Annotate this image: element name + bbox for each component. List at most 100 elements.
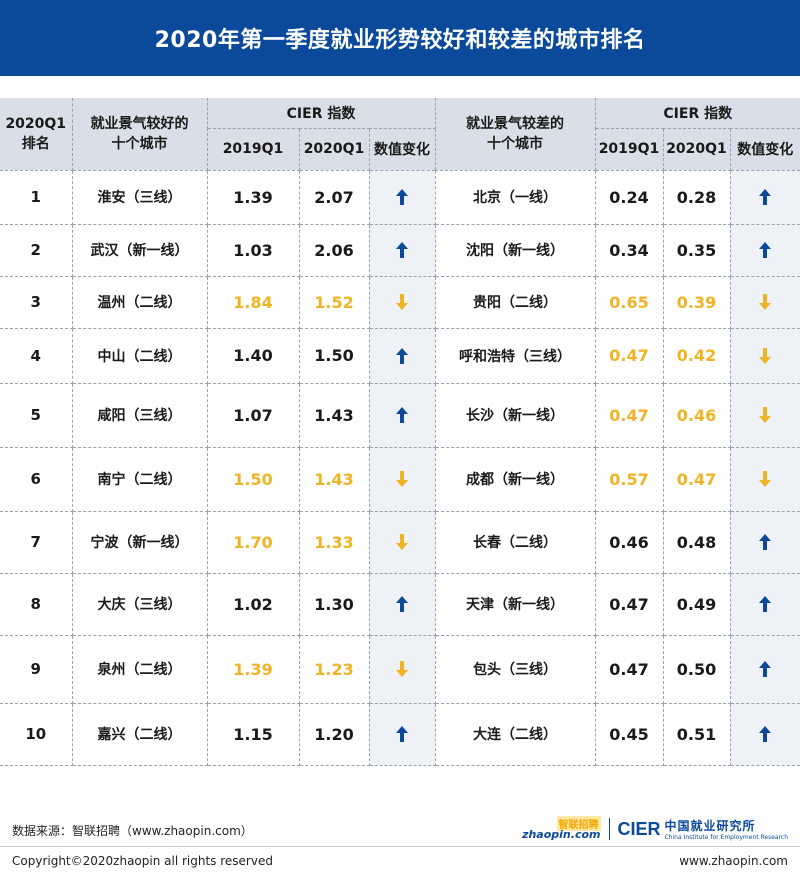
- bad-2019-cell: 0.47: [595, 635, 664, 704]
- arrow-down-icon: [730, 447, 800, 512]
- rank-cell: 3: [0, 276, 73, 329]
- good-2020-cell: 1.20: [299, 703, 370, 766]
- good-city-cell: 中山（二线）: [72, 328, 208, 384]
- table-row: 1 淮安（三线） 1.39 2.07 北京（一线） 0.24 0.28: [0, 170, 800, 225]
- bad-cities-header: 就业景气较差的 十个城市: [435, 98, 596, 171]
- good-2019-cell: 1.40: [207, 328, 300, 384]
- table-row: 10 嘉兴（二线） 1.15 1.20 大连（二线） 0.45 0.51: [0, 703, 800, 766]
- table-row: 6 南宁（二线） 1.50 1.43 成都（新一线） 0.57 0.47: [0, 447, 800, 512]
- good-2019-cell: 1.70: [207, 511, 300, 574]
- city-ranking-table: 2020Q1 排名 就业景气较好的 十个城市 CIER 指数 就业景气较差的 十…: [0, 98, 800, 766]
- site-url: www.zhaopin.com: [679, 854, 788, 868]
- q2020-header-right: 2020Q1: [663, 128, 731, 171]
- bad-city-cell: 成都（新一线）: [435, 447, 596, 512]
- copyright: Copyright©2020zhaopin all rights reserve…: [12, 854, 273, 868]
- bad-city-cell: 天津（新一线）: [435, 573, 596, 636]
- table-row: 7 宁波（新一线） 1.70 1.33 长春（二线） 0.46 0.48: [0, 511, 800, 574]
- logos: 智联招聘 zhaopin.com CIER 中国就业研究所 China Inst…: [522, 816, 789, 842]
- cier-logo: CIER 中国就业研究所 China Institute for Employm…: [617, 817, 789, 842]
- good-2020-cell: 1.43: [299, 447, 370, 512]
- change-header-left: 数值变化: [369, 128, 436, 171]
- rank-cell: 6: [0, 447, 73, 512]
- arrow-down-icon: [730, 328, 800, 384]
- rank-cell: 8: [0, 573, 73, 636]
- good-2020-cell: 1.52: [299, 276, 370, 329]
- bad-2019-cell: 0.47: [595, 383, 664, 448]
- bad-2020-cell: 0.35: [663, 224, 731, 277]
- bad-2019-cell: 0.34: [595, 224, 664, 277]
- cier-index-header-right: CIER 指数: [595, 98, 800, 129]
- good-cities-header-text: 就业景气较好的 十个城市: [90, 115, 189, 152]
- good-2020-cell: 1.50: [299, 328, 370, 384]
- bad-city-cell: 包头（三线）: [435, 635, 596, 704]
- good-2020-cell: 1.30: [299, 573, 370, 636]
- table-row: 4 中山（二线） 1.40 1.50 呼和浩特（三线） 0.47 0.42: [0, 328, 800, 384]
- bad-city-cell: 大连（二线）: [435, 703, 596, 766]
- bad-2019-cell: 0.57: [595, 447, 664, 512]
- bad-2020-cell: 0.50: [663, 635, 731, 704]
- table-row: 2 武汉（新一线） 1.03 2.06 沈阳（新一线） 0.34 0.35: [0, 224, 800, 277]
- q2019-header-right: 2019Q1: [595, 128, 664, 171]
- zhaopin-logo: 智联招聘 zhaopin.com: [522, 816, 601, 842]
- arrow-up-icon: [730, 511, 800, 574]
- bad-2020-cell: 0.28: [663, 170, 731, 225]
- page-title: 2020年第一季度就业形势较好和较差的城市排名: [0, 0, 800, 76]
- good-2019-cell: 1.39: [207, 635, 300, 704]
- arrow-down-icon: [730, 276, 800, 329]
- arrow-up-icon: [730, 573, 800, 636]
- bad-2020-cell: 0.42: [663, 328, 731, 384]
- good-cities-header: 就业景气较好的 十个城市: [72, 98, 208, 171]
- rank-header-text: 2020Q1 排名: [5, 115, 67, 152]
- rank-cell: 2: [0, 224, 73, 277]
- arrow-down-icon: [369, 635, 436, 704]
- table-row: 9 泉州（二线） 1.39 1.23 包头（三线） 0.47 0.50: [0, 635, 800, 704]
- good-2019-cell: 1.02: [207, 573, 300, 636]
- good-2019-cell: 1.07: [207, 383, 300, 448]
- cier-logo-mark: CIER: [617, 818, 661, 839]
- cier-logo-en: China Institute for Employment Research: [664, 834, 788, 841]
- q2020-header-left: 2020Q1: [299, 128, 370, 171]
- zhaopin-logo-en: zhaopin.com: [522, 828, 601, 841]
- arrow-up-icon: [730, 170, 800, 225]
- arrow-down-icon: [369, 447, 436, 512]
- data-source: 数据来源：智联招聘（www.zhaopin.com）: [12, 824, 253, 838]
- table-row: 8 大庆（三线） 1.02 1.30 天津（新一线） 0.47 0.49: [0, 573, 800, 636]
- logo-divider: [608, 818, 610, 840]
- bad-city-cell: 长春（二线）: [435, 511, 596, 574]
- bad-2019-cell: 0.24: [595, 170, 664, 225]
- good-city-cell: 嘉兴（二线）: [72, 703, 208, 766]
- rank-cell: 1: [0, 170, 73, 225]
- arrow-up-icon: [369, 328, 436, 384]
- good-2020-cell: 2.06: [299, 224, 370, 277]
- good-2019-cell: 1.39: [207, 170, 300, 225]
- rank-cell: 7: [0, 511, 73, 574]
- good-city-cell: 温州（二线）: [72, 276, 208, 329]
- rank-header: 2020Q1 排名: [0, 98, 73, 171]
- bad-2019-cell: 0.46: [595, 511, 664, 574]
- bad-2019-cell: 0.47: [595, 573, 664, 636]
- arrow-up-icon: [369, 224, 436, 277]
- bad-2020-cell: 0.48: [663, 511, 731, 574]
- cier-logo-cn: 中国就业研究所: [664, 819, 756, 833]
- good-city-cell: 武汉（新一线）: [72, 224, 208, 277]
- bad-city-cell: 贵阳（二线）: [435, 276, 596, 329]
- arrow-up-icon: [730, 635, 800, 704]
- footer-divider: [0, 846, 800, 847]
- good-city-cell: 泉州（二线）: [72, 635, 208, 704]
- bad-2020-cell: 0.49: [663, 573, 731, 636]
- good-city-cell: 咸阳（三线）: [72, 383, 208, 448]
- arrow-up-icon: [369, 383, 436, 448]
- arrow-up-icon: [369, 573, 436, 636]
- arrow-down-icon: [730, 383, 800, 448]
- good-2020-cell: 1.23: [299, 635, 370, 704]
- good-2019-cell: 1.15: [207, 703, 300, 766]
- bad-city-cell: 呼和浩特（三线）: [435, 328, 596, 384]
- arrow-down-icon: [369, 511, 436, 574]
- rank-cell: 10: [0, 703, 73, 766]
- good-city-cell: 大庆（三线）: [72, 573, 208, 636]
- arrow-up-icon: [369, 703, 436, 766]
- cier-index-header-left: CIER 指数: [207, 98, 436, 129]
- good-city-cell: 淮安（三线）: [72, 170, 208, 225]
- bad-city-cell: 长沙（新一线）: [435, 383, 596, 448]
- bad-2019-cell: 0.45: [595, 703, 664, 766]
